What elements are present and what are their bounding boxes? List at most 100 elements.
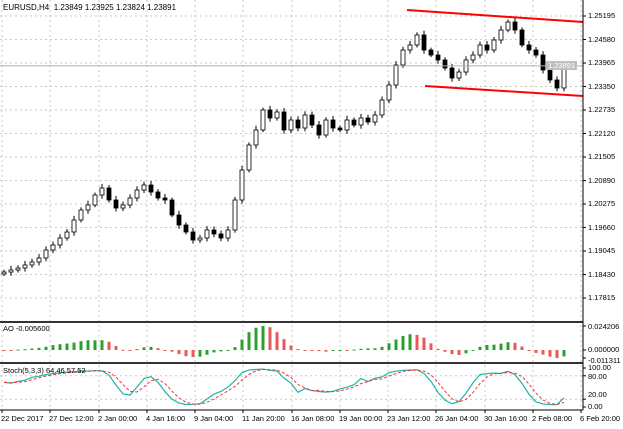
bull-candle [372, 114, 378, 123]
bear-candle [435, 54, 441, 61]
bear-candle [281, 111, 287, 131]
ao-bar [513, 342, 517, 350]
bear-candle [442, 59, 448, 69]
ao-bar [135, 349, 139, 351]
ao-bar [142, 347, 146, 350]
bear-candle [547, 69, 553, 81]
ao-bar [450, 350, 454, 355]
ao-bar [163, 350, 167, 351]
ao-bar [422, 337, 426, 350]
ao-bar [30, 348, 34, 350]
ao-bar [471, 350, 475, 351]
ao-bar [359, 348, 363, 350]
ao-bar [254, 327, 258, 350]
stoch-tick-label: 100.00 [588, 363, 611, 372]
ao-bar [324, 350, 328, 352]
bull-candle [57, 237, 63, 246]
bull-candle [78, 209, 84, 221]
ao-bar [184, 350, 188, 357]
bull-candle [344, 119, 350, 131]
ao-bar [296, 349, 300, 351]
ao-bar [51, 345, 55, 350]
ao-bar [303, 350, 307, 351]
ao-bar [58, 344, 62, 350]
bear-candle [540, 54, 546, 71]
stoch-tick-label: 80.00 [588, 371, 607, 381]
ao-bar [212, 350, 216, 353]
bull-candle [232, 199, 238, 231]
bear-candle [183, 224, 189, 233]
bear-candle [421, 34, 427, 51]
bear-candle [554, 79, 560, 89]
ao-tick-label: 0.000000 [588, 345, 620, 354]
ohlc-values: 1.23849 1.23925 1.23824 1.23891 [53, 3, 177, 12]
bear-candle [148, 184, 154, 193]
ao-bar [415, 334, 419, 350]
ao-bar [492, 344, 496, 350]
ao-bar [205, 350, 209, 355]
bear-candle [176, 214, 182, 226]
ao-bar [268, 327, 272, 350]
ao-bar [275, 332, 279, 350]
ao-bar [562, 350, 566, 357]
price-tick-label: 1.21505 [588, 152, 616, 161]
ao-bar [170, 350, 174, 352]
price-tick-label: 1.23965 [588, 58, 616, 67]
bull-candle [302, 114, 308, 129]
bear-candle [190, 231, 196, 241]
ao-bar [436, 348, 440, 350]
price-tick-label: 1.18430 [588, 269, 616, 279]
bear-candle [526, 44, 532, 51]
bear-candle [211, 229, 217, 235]
ao-bar [177, 350, 181, 355]
ao-bar [121, 349, 125, 351]
bull-candle [120, 204, 126, 209]
price-tick-label: 1.20890 [588, 175, 616, 185]
ao-bar [44, 346, 48, 350]
bull-candle [491, 39, 497, 51]
bull-candle [29, 261, 35, 266]
ao-bar [65, 343, 69, 350]
ao-bar [128, 350, 132, 351]
bear-candle [169, 199, 175, 216]
ao-tick-label: -0.011311 [588, 356, 621, 365]
bull-candle [477, 44, 483, 56]
time-label: 4 Jan 16:00 [146, 414, 186, 423]
bear-candle [428, 49, 434, 56]
stoch-tick-label: 20.00 [588, 390, 607, 399]
bull-candle [379, 99, 385, 116]
bull-candle [85, 204, 91, 211]
ao-bar [16, 349, 20, 351]
time-label: 19 Jan 00:00 [339, 414, 383, 423]
price-tick-label: 1.23350 [588, 81, 616, 91]
time-label: 23 Jan 12:00 [387, 414, 431, 423]
ao-bar [380, 346, 384, 350]
ao-bar [555, 350, 559, 358]
price-tick-label: 1.19660 [588, 222, 616, 232]
time-label: 27 Dec 12:00 [49, 414, 94, 423]
bear-candle [337, 127, 343, 131]
bear-candle [106, 187, 112, 201]
bull-candle [253, 129, 259, 146]
ao-bar [352, 349, 356, 351]
bull-candle [64, 231, 70, 239]
ao-bar [394, 339, 398, 350]
ao-bar [23, 349, 27, 351]
bull-candle [8, 269, 14, 273]
bear-candle [218, 233, 224, 239]
ao-bar [86, 340, 90, 350]
time-label: 26 Jan 04:00 [435, 414, 479, 423]
bull-candle [22, 264, 28, 269]
bear-candle [267, 109, 273, 119]
bull-candle [414, 34, 420, 46]
time-label: 11 Jan 20:00 [242, 414, 285, 423]
bull-candle [470, 54, 476, 61]
bull-candle [225, 229, 231, 239]
bull-candle [50, 244, 56, 251]
bull-candle [204, 229, 210, 239]
panel-separator [0, 321, 583, 323]
ao-bar [226, 350, 230, 351]
bull-candle [127, 197, 133, 206]
bull-candle [141, 184, 147, 191]
